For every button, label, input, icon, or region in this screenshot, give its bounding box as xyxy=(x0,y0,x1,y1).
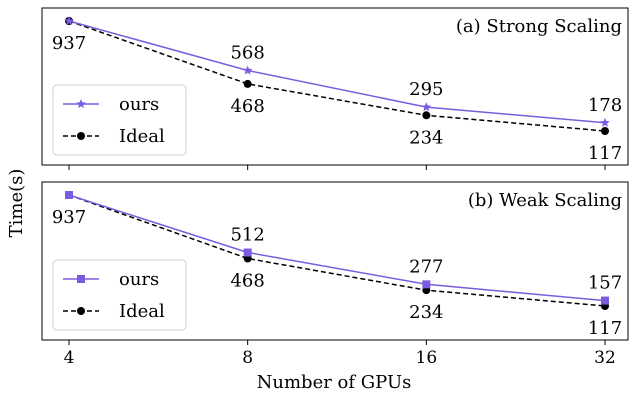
x-tick-label: 4 xyxy=(64,348,75,368)
series-line xyxy=(68,194,606,302)
panel-frame xyxy=(41,7,629,166)
x-tick-label: 32 xyxy=(594,348,616,368)
data-label: 468 xyxy=(230,270,264,291)
x-tick-label: 8 xyxy=(242,348,253,368)
data-point xyxy=(421,102,432,112)
legend-marker xyxy=(77,275,85,283)
legend-label: Ideal xyxy=(119,126,165,147)
legend-label: Ideal xyxy=(119,301,165,322)
data-label: 512 xyxy=(230,225,264,246)
data-point xyxy=(243,248,252,257)
series-ideal: 937 468 234 117 xyxy=(52,17,622,164)
legend-label: ours xyxy=(119,94,159,115)
legend: ours Ideal xyxy=(52,259,187,331)
series-line xyxy=(68,194,606,307)
data-label: 117 xyxy=(588,318,622,339)
series-ideal: 937 468 234 117 xyxy=(52,191,622,339)
data-label: 568 xyxy=(230,43,264,64)
data-label: 234 xyxy=(409,302,443,323)
data-point xyxy=(600,117,610,127)
legend: ours Ideal xyxy=(52,84,187,156)
data-point xyxy=(422,111,431,120)
data-label: 234 xyxy=(409,127,443,148)
panel-title: (b) Weak Scaling xyxy=(468,190,622,211)
x-tick-label: 16 xyxy=(416,348,438,368)
data-label: 937 xyxy=(52,207,86,228)
legend-entry: ours xyxy=(63,269,159,290)
data-point xyxy=(422,280,431,289)
legend-entry: ours xyxy=(63,94,159,115)
data-point xyxy=(64,16,74,26)
panel-title: (a) Strong Scaling xyxy=(456,16,622,37)
legend-marker xyxy=(77,132,85,140)
data-label: 117 xyxy=(588,143,622,164)
data-label: 277 xyxy=(409,256,443,277)
y-axis-title: Time(s) xyxy=(6,169,27,238)
legend-box xyxy=(52,84,187,156)
panel-frame xyxy=(41,181,629,341)
series-line xyxy=(68,20,606,132)
series-ours: 512 277 157 xyxy=(65,191,622,305)
legend-marker xyxy=(77,307,85,315)
data-label: 178 xyxy=(588,95,622,116)
data-label: 937 xyxy=(52,33,86,54)
data-label: 157 xyxy=(588,273,622,294)
legend-box xyxy=(52,259,187,331)
panel-0: (a) Strong Scaling 937 468 234 117 568 295 178 o… xyxy=(41,7,629,170)
data-label: 295 xyxy=(409,79,443,100)
series-ours: 568 295 178 xyxy=(64,16,622,127)
legend-marker xyxy=(76,99,86,109)
legend-entry: Ideal xyxy=(63,126,165,147)
data-point xyxy=(243,79,252,88)
x-axis-title: Number of GPUs xyxy=(257,372,412,393)
data-point xyxy=(601,296,609,305)
data-point xyxy=(65,191,73,199)
legend-label: ours xyxy=(119,269,159,290)
data-point xyxy=(242,65,253,75)
series-line xyxy=(68,20,606,124)
data-label: 468 xyxy=(230,96,264,117)
legend-entry: Ideal xyxy=(63,301,165,322)
panel-1: (b) Weak Scaling 937 468 234 117 512 277 157 our… xyxy=(41,181,629,345)
data-point xyxy=(601,127,609,135)
